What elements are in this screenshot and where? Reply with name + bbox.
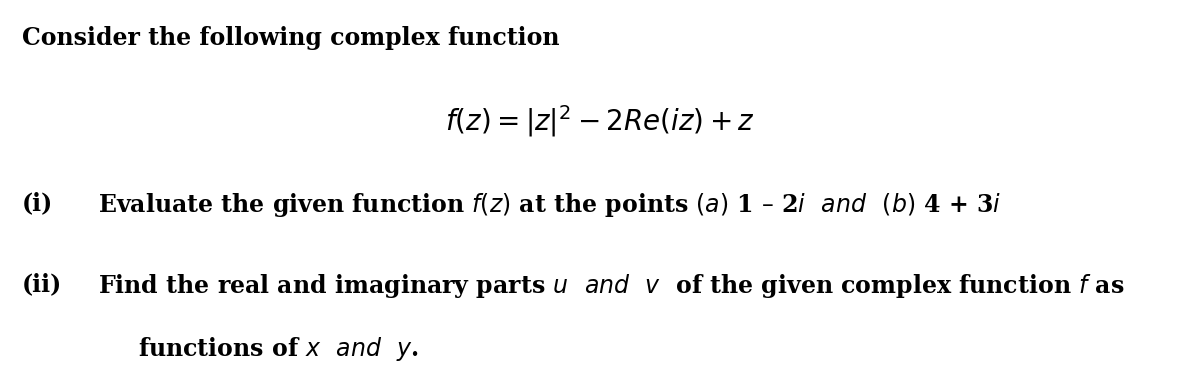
Text: Evaluate the given function $f(z)$ at the points $(a)$ 1 – 2$i$  $and$  $(b)$ 4 : Evaluate the given function $f(z)$ at th…	[98, 191, 1002, 219]
Text: $f(z) = |z|^2 - 2Re(iz) + z$: $f(z) = |z|^2 - 2Re(iz) + z$	[445, 103, 755, 139]
Text: functions of $x$  $and$  $y$.: functions of $x$ $and$ $y$.	[138, 335, 419, 363]
Text: Find the real and imaginary parts $u$  $and$  $v$  of the given complex function: Find the real and imaginary parts $u$ $a…	[98, 272, 1126, 300]
Text: Consider the following complex function: Consider the following complex function	[22, 26, 559, 50]
Text: (ii): (ii)	[22, 272, 62, 296]
Text: (i): (i)	[22, 191, 53, 215]
